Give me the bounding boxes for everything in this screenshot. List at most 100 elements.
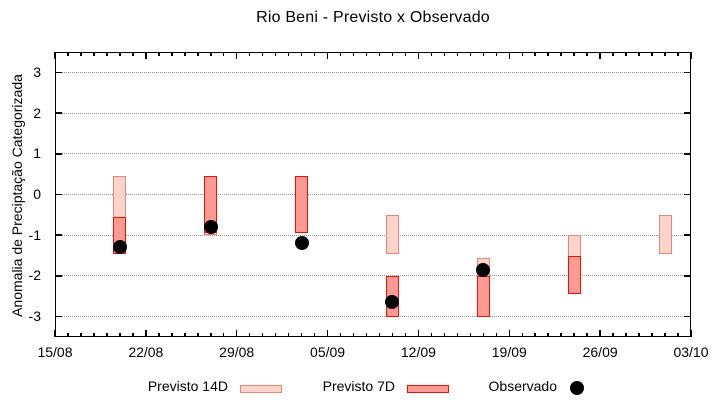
x-tick-label: 03/10	[673, 344, 709, 360]
x-minor-tick-bottom	[171, 333, 173, 337]
x-minor-tick-bottom	[521, 333, 523, 337]
x-minor-tick-bottom	[456, 333, 459, 337]
y-tick-label: -1	[28, 226, 41, 243]
x-minor-tick-top	[106, 52, 108, 56]
x-minor-tick-bottom	[352, 333, 355, 337]
y-gridline	[55, 112, 691, 114]
x-minor-tick-top	[430, 52, 433, 56]
x-minor-tick-bottom	[119, 333, 121, 337]
y-major-tick-left	[55, 275, 62, 277]
previsto-14d-bar	[385, 214, 399, 254]
x-minor-tick-top	[547, 52, 549, 56]
y-major-tick-right	[684, 315, 691, 318]
plot-area	[54, 52, 692, 337]
y-major-tick-left	[55, 234, 62, 236]
observado-dot	[476, 262, 491, 277]
x-minor-tick-top	[132, 52, 134, 56]
x-minor-tick-bottom	[287, 333, 290, 337]
x-minor-tick-bottom	[158, 333, 160, 337]
x-minor-tick-top	[443, 52, 446, 56]
x-tick-label: 05/09	[310, 344, 346, 360]
y-major-tick-right	[684, 234, 691, 236]
x-minor-tick-bottom	[664, 333, 666, 337]
x-minor-tick-top	[612, 52, 614, 56]
x-minor-tick-bottom	[132, 333, 134, 337]
y-major-tick-right	[684, 193, 691, 196]
x-minor-tick-top	[638, 52, 640, 56]
x-minor-tick-top	[300, 52, 303, 56]
y-major-tick-right	[684, 112, 691, 114]
x-minor-tick-top	[67, 52, 69, 56]
x-minor-tick-bottom	[339, 333, 342, 337]
x-minor-tick-top	[274, 52, 277, 56]
x-minor-tick-bottom	[67, 333, 69, 337]
x-major-tick-top	[326, 52, 329, 59]
x-minor-tick-bottom	[651, 333, 653, 337]
x-major-tick-bottom	[235, 330, 238, 337]
x-minor-tick-top	[391, 52, 394, 56]
x-minor-tick-bottom	[573, 333, 575, 337]
y-tick-label: 2	[33, 104, 41, 121]
x-minor-tick-bottom	[261, 333, 264, 337]
x-minor-tick-top	[378, 52, 381, 56]
y-major-tick-left	[55, 193, 62, 196]
observado-dot	[112, 240, 127, 255]
x-minor-tick-top	[339, 52, 342, 56]
x-minor-tick-bottom	[534, 333, 536, 337]
x-minor-tick-top	[677, 52, 679, 56]
x-major-tick-bottom	[417, 330, 420, 337]
previsto-7d-swatch-icon	[407, 385, 449, 393]
x-minor-tick-bottom	[222, 333, 225, 337]
x-minor-tick-top	[521, 52, 523, 56]
x-minor-tick-top	[469, 52, 472, 56]
x-minor-tick-bottom	[586, 333, 588, 337]
y-gridline	[55, 71, 691, 73]
x-major-tick-top	[54, 52, 56, 59]
x-minor-tick-bottom	[184, 333, 186, 337]
observado-dot	[385, 295, 400, 310]
x-minor-tick-bottom	[547, 333, 549, 337]
x-minor-tick-top	[313, 52, 316, 56]
previsto-7d-bar	[295, 176, 309, 234]
x-minor-tick-bottom	[300, 333, 303, 337]
x-major-tick-bottom	[326, 330, 329, 337]
previsto-14d-bar	[658, 214, 672, 254]
y-major-tick-right	[684, 71, 691, 74]
y-major-tick-left	[55, 153, 62, 155]
x-minor-tick-top	[158, 52, 160, 56]
x-minor-tick-bottom	[625, 333, 627, 337]
x-minor-tick-bottom	[495, 333, 498, 337]
x-minor-tick-bottom	[482, 333, 485, 337]
x-minor-tick-top	[625, 52, 627, 56]
y-major-tick-left	[55, 315, 62, 318]
observado-dot	[294, 236, 309, 251]
x-tick-label: 12/09	[400, 344, 436, 360]
x-minor-tick-bottom	[210, 333, 212, 337]
y-major-tick-right	[684, 275, 691, 277]
x-major-tick-top	[235, 52, 238, 59]
x-minor-tick-top	[93, 52, 95, 56]
y-gridline	[55, 275, 691, 277]
x-minor-tick-top	[573, 52, 575, 56]
observado-dot-icon	[570, 381, 584, 395]
previsto-7d-bar	[476, 275, 490, 317]
x-minor-tick-top	[119, 52, 121, 56]
x-minor-tick-bottom	[677, 333, 679, 337]
x-minor-tick-top	[80, 52, 82, 56]
x-major-tick-top	[599, 52, 601, 59]
x-major-tick-bottom	[145, 330, 147, 337]
chart-title: Rio Beni - Previsto x Observado	[256, 9, 490, 26]
x-minor-tick-bottom	[365, 333, 368, 337]
x-major-tick-top	[690, 52, 692, 59]
legend-label-observado: Observado	[488, 378, 557, 394]
x-minor-tick-bottom	[638, 333, 640, 337]
x-major-tick-top	[417, 52, 420, 59]
x-minor-tick-bottom	[469, 333, 472, 337]
legend-label-previsto-14d: Previsto 14D	[147, 378, 228, 394]
x-minor-tick-top	[651, 52, 653, 56]
observado-dot	[203, 220, 218, 235]
x-minor-tick-bottom	[404, 333, 407, 337]
x-major-tick-top	[508, 52, 511, 59]
x-minor-tick-top	[197, 52, 199, 56]
y-major-tick-left	[55, 71, 62, 74]
